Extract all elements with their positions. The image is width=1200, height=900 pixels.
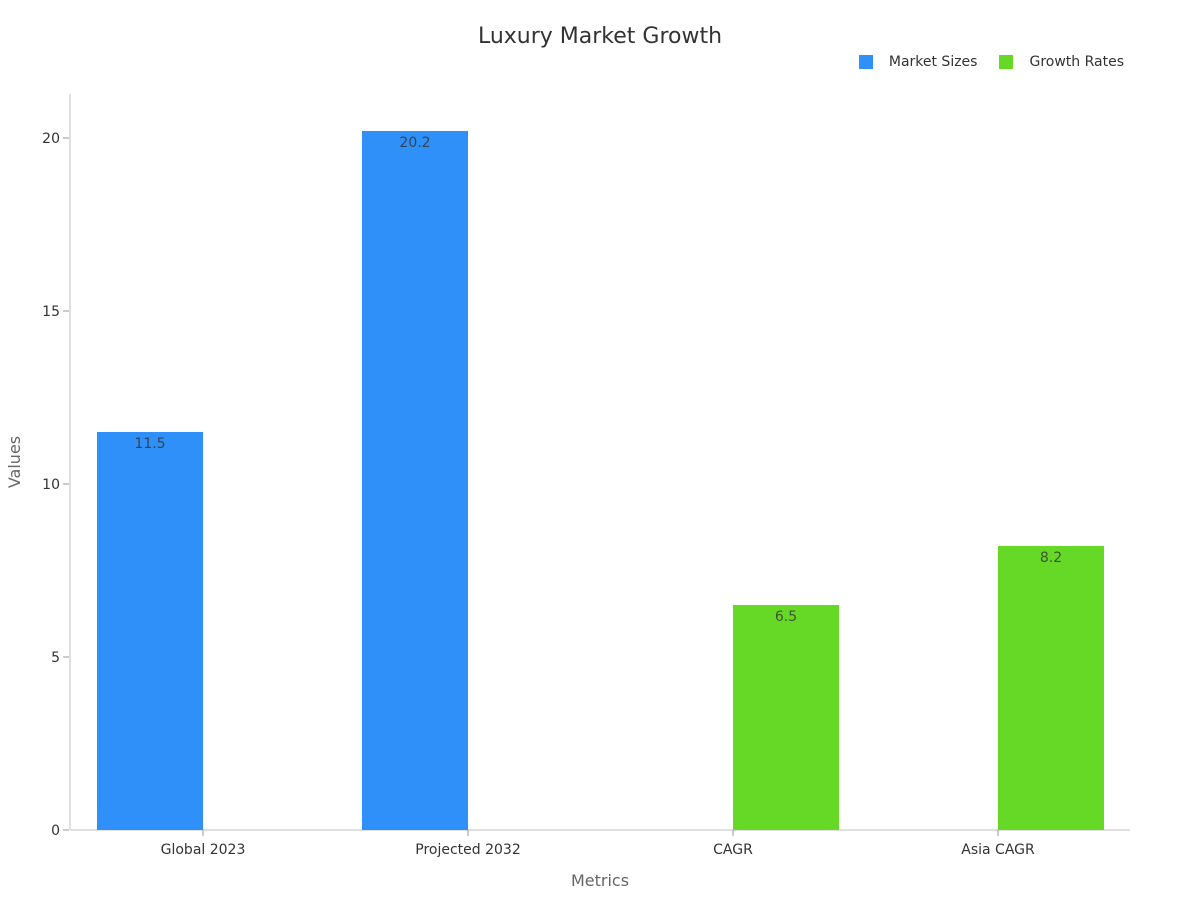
- legend-label: Growth Rates: [1029, 54, 1124, 70]
- bar-value-label: 8.2: [1040, 550, 1062, 566]
- x-tick-label: Projected 2032: [415, 842, 520, 858]
- legend-label: Market Sizes: [888, 54, 978, 70]
- chart-title: Luxury Market Growth: [477, 24, 723, 49]
- x-tick-label: Global 2023: [161, 842, 246, 858]
- y-tick-label: 0: [51, 823, 60, 839]
- legend-swatch-growth-rates-icon: [999, 55, 1014, 69]
- bar-projected-2032[interactable]: [362, 131, 468, 830]
- legend: Market Sizes Growth Rates: [837, 54, 1124, 70]
- x-tick-label: CAGR: [713, 842, 753, 858]
- x-tick-label: Asia CAGR: [961, 842, 1035, 858]
- legend-item-market-sizes[interactable]: Market Sizes: [858, 54, 978, 70]
- y-tick-label: 5: [51, 650, 60, 666]
- y-tick-label: 15: [42, 304, 60, 320]
- bar-cagr[interactable]: [733, 605, 839, 830]
- y-axis-ticks: 0 5 10 15 20: [42, 131, 69, 839]
- bars: 11.5 20.2 6.5 8.2: [97, 131, 1104, 830]
- x-axis-ticks: Global 2023 Projected 2032 CAGR Asia CAG…: [161, 830, 1035, 858]
- bar-value-label: 6.5: [775, 609, 797, 625]
- legend-item-growth-rates[interactable]: Growth Rates: [999, 54, 1124, 70]
- legend-swatch-market-sizes-icon: [858, 55, 873, 69]
- y-axis-title: Values: [5, 436, 24, 488]
- bar-asia-cagr[interactable]: [998, 546, 1104, 830]
- bar-value-label: 20.2: [399, 135, 430, 151]
- bar-global-2023[interactable]: [97, 432, 203, 830]
- x-axis-title: Metrics: [571, 871, 629, 890]
- y-tick-label: 20: [42, 131, 60, 147]
- bar-value-label: 11.5: [134, 436, 165, 452]
- y-tick-label: 10: [42, 477, 60, 493]
